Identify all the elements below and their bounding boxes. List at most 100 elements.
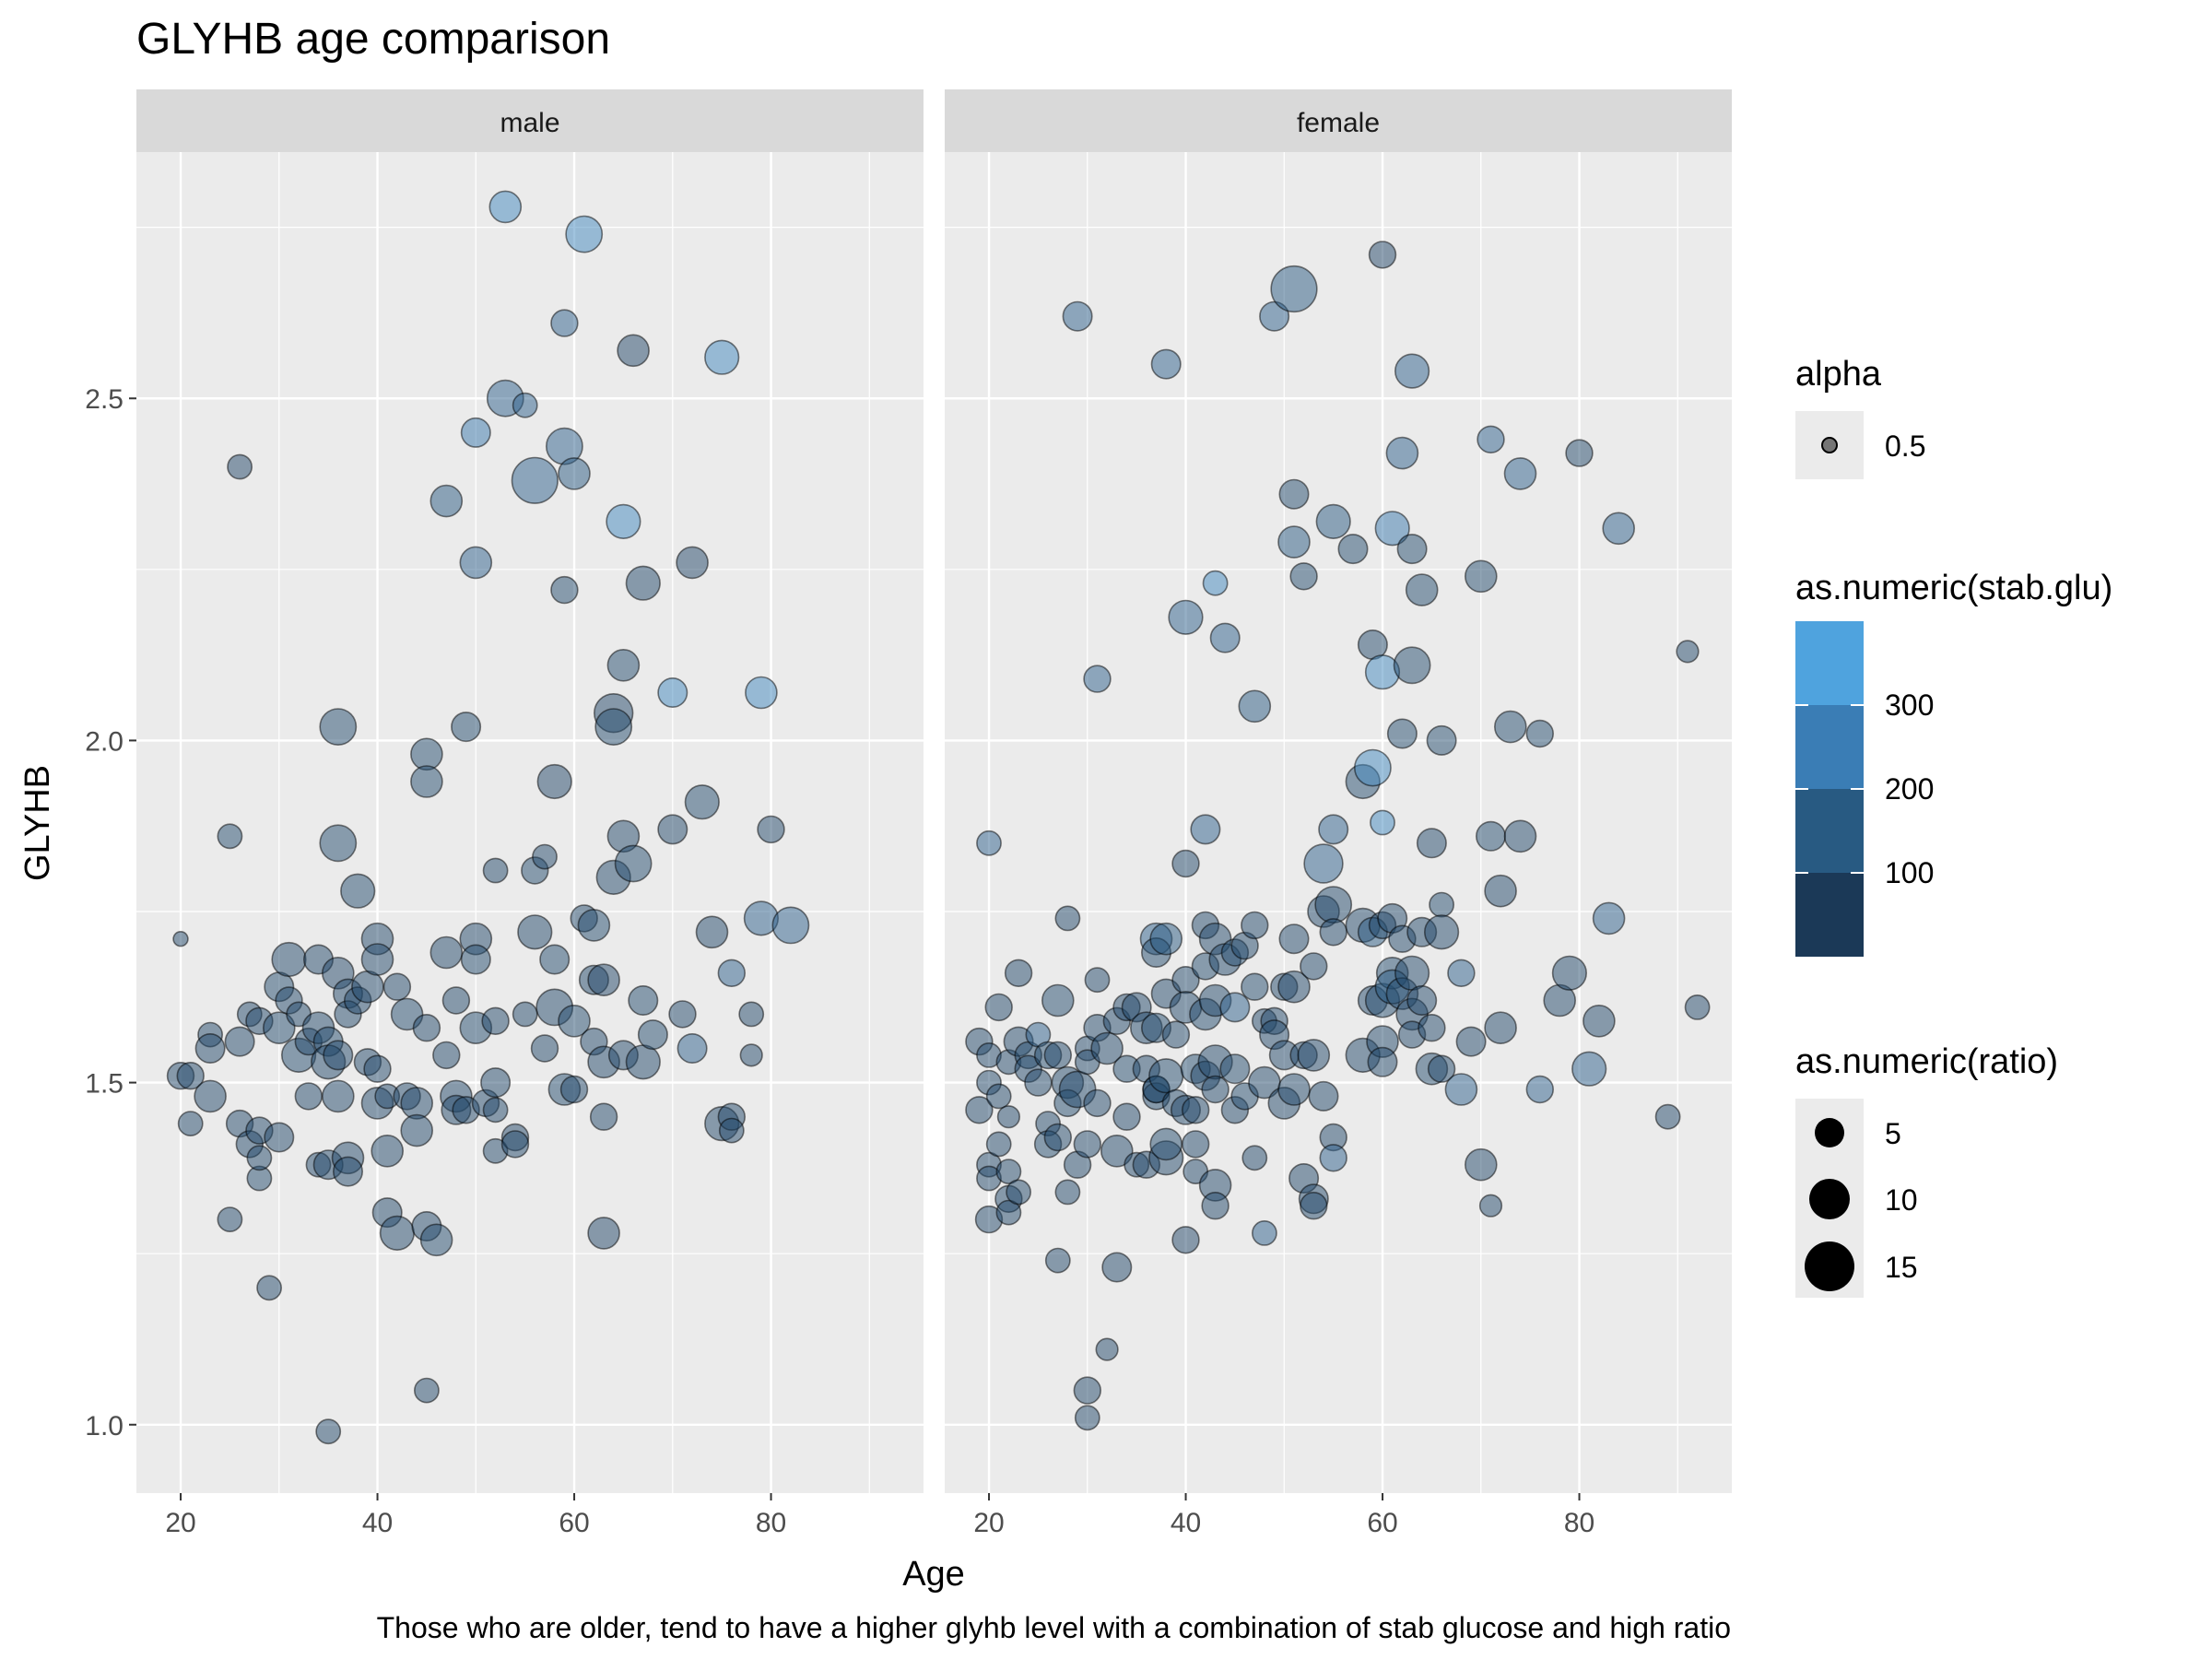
data-point-male bbox=[432, 1041, 461, 1070]
x-tick-label-female: 60 bbox=[1367, 1508, 1397, 1538]
legend-size-dot-5 bbox=[1815, 1118, 1844, 1147]
data-point-male bbox=[606, 503, 641, 540]
data-point-female bbox=[1465, 559, 1498, 594]
data-point-female bbox=[1494, 710, 1527, 744]
data-point-male bbox=[360, 943, 394, 976]
data-point-male bbox=[677, 1033, 708, 1065]
data-point-female bbox=[1592, 901, 1626, 935]
data-point-female bbox=[1112, 1102, 1141, 1131]
data-point-male bbox=[589, 1102, 618, 1131]
data-point-female bbox=[1270, 265, 1318, 313]
x-axis: 20 40 60 80 20 40 60 80 bbox=[165, 1493, 1594, 1538]
data-point-female bbox=[1241, 1145, 1268, 1171]
data-point-male bbox=[363, 1054, 392, 1083]
data-point-female bbox=[1396, 534, 1428, 565]
data-point-male bbox=[657, 814, 688, 845]
legend-alpha-title: alpha bbox=[1795, 355, 1882, 394]
data-point-female bbox=[1423, 914, 1460, 950]
data-point-female bbox=[1315, 503, 1351, 540]
legend-color-label-300: 300 bbox=[1885, 688, 1934, 722]
data-point-female bbox=[1073, 1130, 1102, 1159]
data-point-female bbox=[1406, 985, 1438, 1017]
data-point-male bbox=[536, 763, 572, 800]
legend-alpha-label: 0.5 bbox=[1885, 429, 1925, 463]
data-point-male bbox=[441, 986, 471, 1015]
data-point-male bbox=[625, 1044, 661, 1080]
data-point-male bbox=[558, 457, 591, 490]
data-point-female bbox=[1148, 1058, 1184, 1094]
data-point-male bbox=[194, 1033, 226, 1065]
data-point-female bbox=[1219, 992, 1251, 1023]
data-point-female bbox=[1565, 439, 1594, 467]
legend-color-bar bbox=[1795, 621, 1864, 957]
data-point-male bbox=[459, 546, 493, 580]
data-point-female bbox=[1277, 970, 1311, 1004]
data-point-male bbox=[565, 215, 604, 253]
data-point-female bbox=[1318, 814, 1349, 845]
data-point-male bbox=[625, 565, 661, 601]
data-point-male bbox=[177, 1111, 204, 1137]
data-point-female bbox=[1455, 1026, 1487, 1057]
data-point-female bbox=[1484, 874, 1517, 908]
data-point-female bbox=[1209, 622, 1241, 653]
data-point-female bbox=[1149, 1127, 1182, 1161]
data-point-female bbox=[1043, 1041, 1073, 1070]
data-point-female bbox=[1062, 300, 1093, 332]
legend-color-bin bbox=[1795, 789, 1864, 873]
data-point-male bbox=[413, 1377, 440, 1404]
data-point-female bbox=[1447, 959, 1476, 988]
legend-size-title: as.numeric(ratio) bbox=[1795, 1042, 2058, 1081]
facet-label-female: female bbox=[1297, 108, 1380, 138]
data-point-male bbox=[628, 985, 659, 1017]
data-point-male bbox=[315, 1418, 342, 1445]
y-axis-title: GLYHB bbox=[18, 765, 57, 881]
data-point-female bbox=[996, 1105, 1020, 1129]
data-point-female bbox=[1190, 814, 1221, 845]
data-point-female bbox=[1525, 719, 1555, 748]
data-point-female bbox=[1308, 1080, 1339, 1112]
data-point-female bbox=[1043, 1123, 1073, 1152]
panel-female: female bbox=[945, 89, 1732, 1493]
data-point-male bbox=[264, 1122, 295, 1153]
data-point-male bbox=[718, 1117, 745, 1144]
data-point-female bbox=[1370, 809, 1395, 836]
y-axis: 1.0 1.5 2.0 2.5 bbox=[85, 384, 136, 1441]
data-point-male bbox=[351, 970, 384, 1004]
data-point-female bbox=[1083, 1088, 1112, 1118]
data-point-male bbox=[587, 1217, 620, 1250]
data-point-female bbox=[1525, 1075, 1555, 1104]
x-tick-label-male: 80 bbox=[756, 1508, 786, 1538]
data-point-male bbox=[480, 1067, 512, 1099]
data-point-female bbox=[1684, 994, 1711, 1020]
data-point-male bbox=[657, 677, 688, 708]
data-point-female bbox=[985, 1131, 1012, 1158]
data-point-female bbox=[1241, 972, 1269, 1001]
data-point-male bbox=[614, 844, 653, 883]
data-point-female bbox=[1368, 241, 1397, 269]
data-point-female bbox=[1429, 891, 1455, 918]
data-point-male bbox=[294, 1082, 323, 1111]
data-point-female bbox=[1201, 1075, 1230, 1104]
data-point-female bbox=[1149, 922, 1182, 956]
data-point-male bbox=[217, 1206, 243, 1233]
legend-color-label-100: 100 bbox=[1885, 856, 1934, 889]
data-point-female bbox=[1405, 573, 1439, 606]
data-point-female bbox=[1084, 967, 1111, 994]
data-point-female bbox=[985, 1083, 1012, 1110]
data-point-female bbox=[995, 1159, 1022, 1185]
data-point-male bbox=[271, 941, 307, 978]
data-point-female bbox=[1465, 1147, 1498, 1182]
data-point-male bbox=[262, 1011, 296, 1044]
data-point-male bbox=[617, 334, 650, 368]
data-point-female bbox=[1337, 534, 1369, 565]
facet-strip-male bbox=[136, 89, 924, 152]
points-male bbox=[166, 190, 810, 1445]
data-point-female bbox=[1171, 849, 1200, 878]
data-point-male bbox=[500, 1130, 530, 1159]
data-point-female bbox=[1444, 1073, 1478, 1106]
data-point-male bbox=[539, 944, 571, 975]
data-point-female bbox=[1654, 1103, 1681, 1130]
data-point-male bbox=[194, 1079, 227, 1113]
facet-strip-female bbox=[945, 89, 1732, 152]
panel-male: male bbox=[136, 89, 924, 1493]
